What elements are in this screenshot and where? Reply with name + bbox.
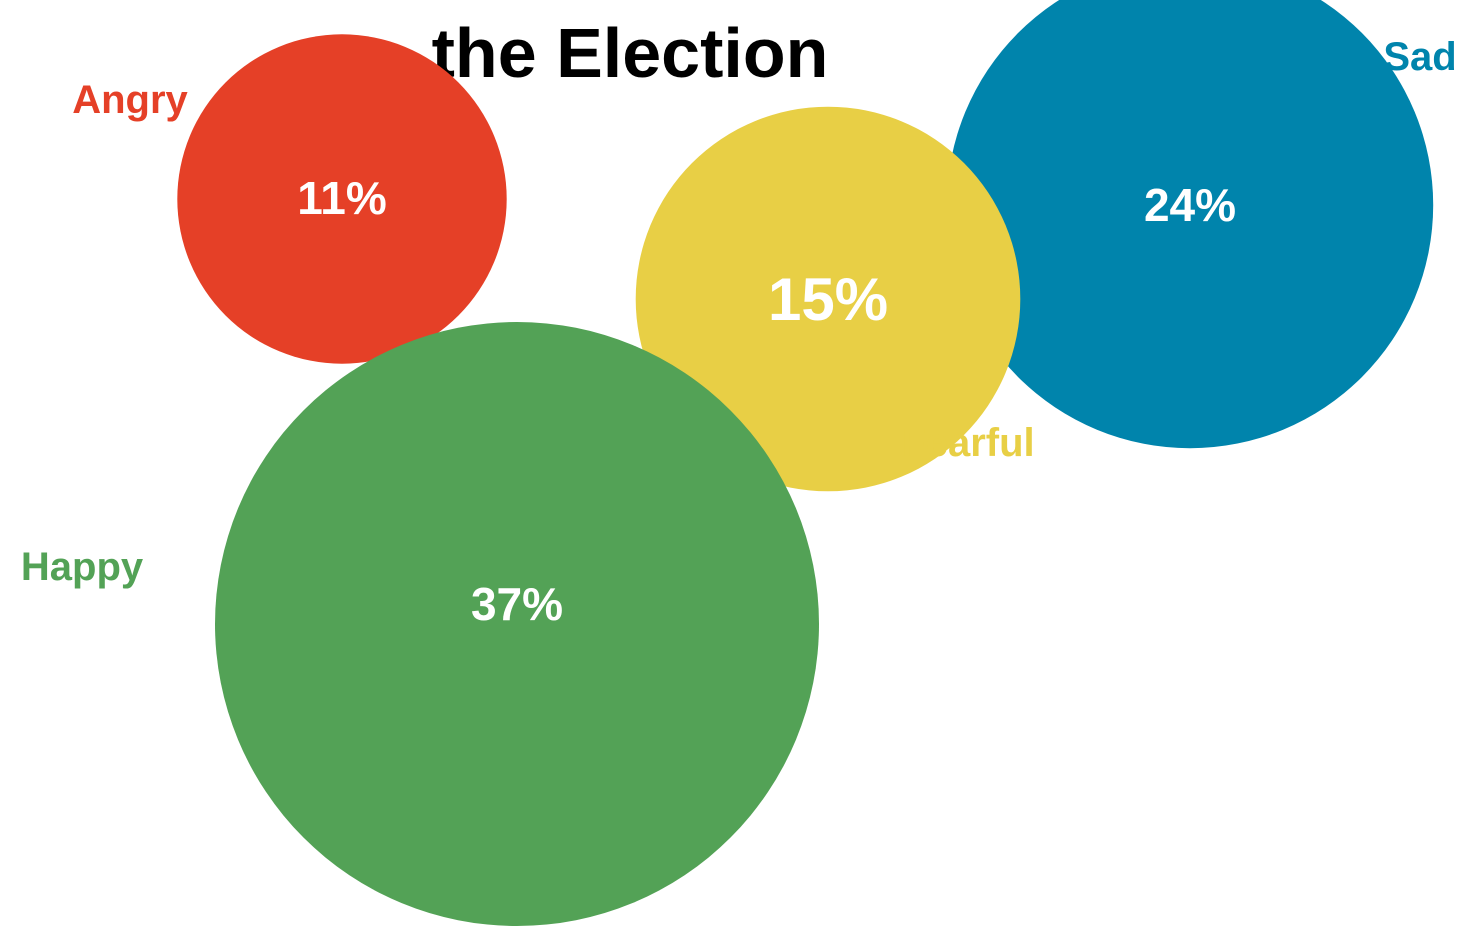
bubble-label-happy: Happy xyxy=(21,545,144,589)
bubble-value-angry: 11% xyxy=(297,172,387,224)
bubble-happy xyxy=(215,322,819,926)
bubble-value-happy: 37% xyxy=(471,578,563,630)
bubble-label-angry: Angry xyxy=(72,78,188,122)
bubble-value-fearful: 15% xyxy=(768,266,888,333)
bubble-sad xyxy=(946,0,1434,449)
bubble-fearful xyxy=(635,106,1021,492)
bubbles-layer: 11% Angry 24% Sad 15% Fearful 37% Happy xyxy=(21,0,1457,926)
bubble-value-sad: 24% xyxy=(1144,179,1236,231)
bubble-label-fearful: Fearful xyxy=(901,421,1034,465)
chart-title: the Election xyxy=(432,14,829,92)
bubble-label-sad: Sad xyxy=(1383,35,1456,79)
bubble-angry xyxy=(177,34,507,364)
